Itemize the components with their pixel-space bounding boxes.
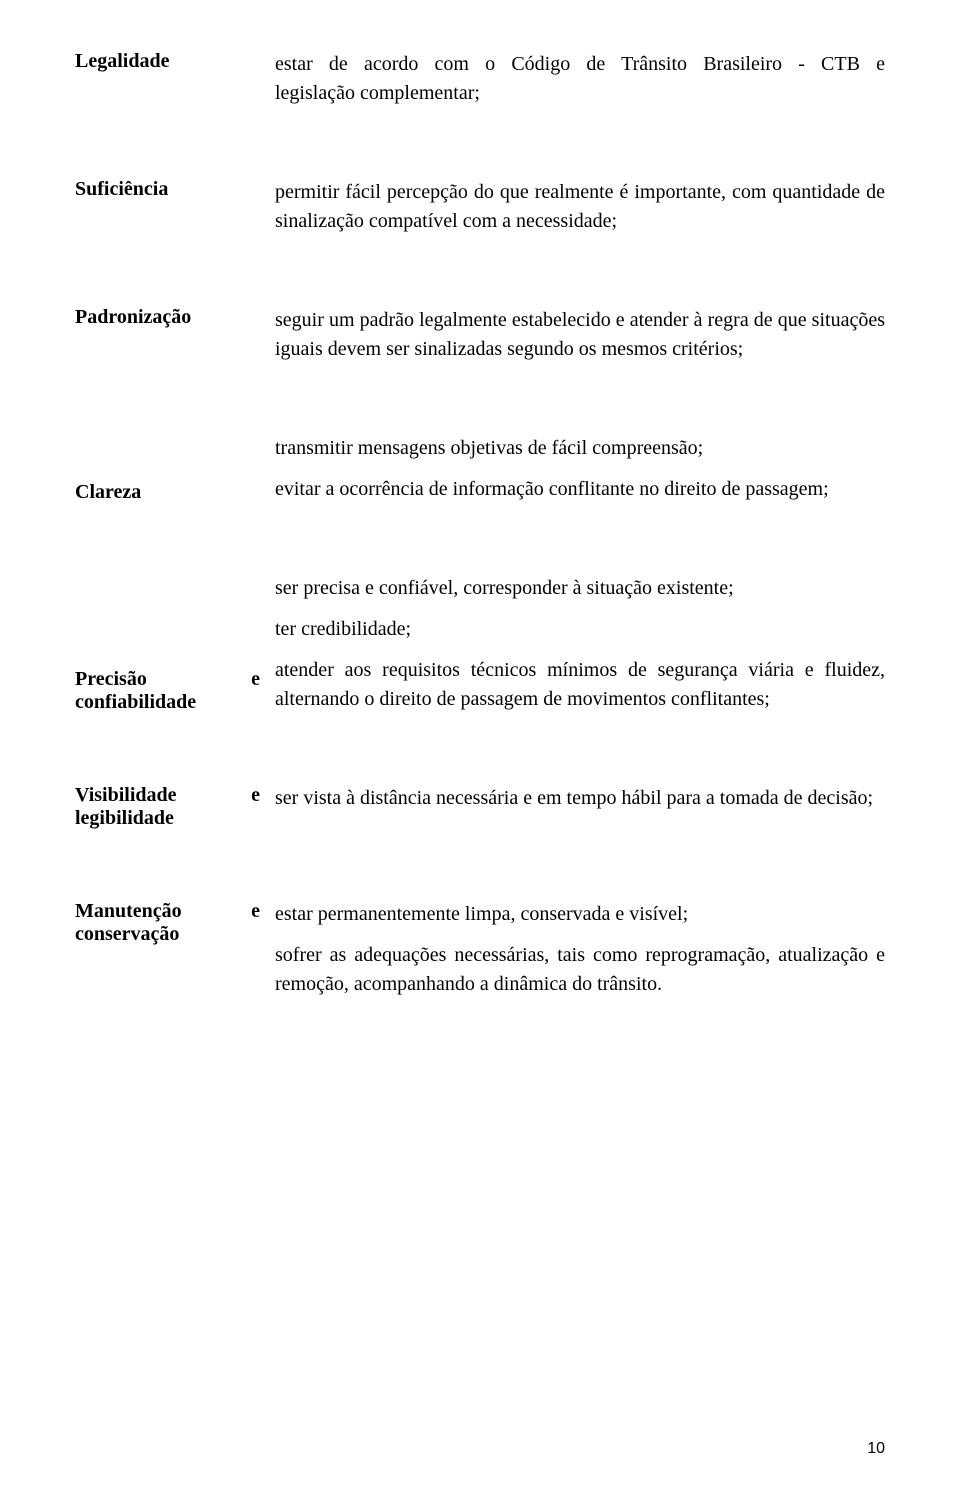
desc-precisao: ser precisa e confiável, corresponder à …	[275, 574, 885, 714]
section-manutencao: Manutençãoconservação e estar permanente…	[75, 900, 885, 999]
section-precisao: Precisãoconfiabilidade e ser precisa e c…	[75, 574, 885, 714]
label-connector: e	[243, 784, 260, 830]
section-clareza: Clareza transmitir mensagens objetivas d…	[75, 434, 885, 504]
label-legalidade: Legalidade	[75, 50, 275, 73]
paragraph: ser vista à distância necessária e em te…	[275, 784, 885, 813]
label-precisao: Precisãoconfiabilidade e	[75, 668, 275, 714]
paragraph: transmitir mensagens objetivas de fácil …	[275, 434, 885, 463]
label-text: Precisãoconfiabilidade	[75, 668, 243, 714]
label-text: Visibilidadelegibilidade	[75, 784, 243, 830]
paragraph: evitar a ocorrência de informação confli…	[275, 475, 885, 504]
section-visibilidade: Visibilidadelegibilidade e ser vista à d…	[75, 784, 885, 830]
desc-suficiencia: permitir fácil percepção do que realment…	[275, 178, 885, 236]
paragraph: seguir um padrão legalmente estabelecido…	[275, 306, 885, 364]
section-legalidade: Legalidade estar de acordo com o Código …	[75, 50, 885, 108]
label-manutencao: Manutençãoconservação e	[75, 900, 275, 946]
desc-visibilidade: ser vista à distância necessária e em te…	[275, 784, 885, 813]
desc-legalidade: estar de acordo com o Código de Trânsito…	[275, 50, 885, 108]
page-number: 10	[867, 1440, 885, 1458]
paragraph: ser precisa e confiável, corresponder à …	[275, 574, 885, 603]
label-text: Manutençãoconservação	[75, 900, 243, 946]
paragraph: ter credibilidade;	[275, 615, 885, 644]
label-text: Padronização	[75, 306, 260, 329]
paragraph: estar permanentemente limpa, conservada …	[275, 900, 885, 929]
label-clareza: Clareza	[75, 481, 275, 504]
desc-padronizacao: seguir um padrão legalmente estabelecido…	[275, 306, 885, 364]
section-suficiencia: Suficiência permitir fácil percepção do …	[75, 178, 885, 236]
label-connector: e	[243, 900, 260, 946]
label-text: Legalidade	[75, 50, 260, 73]
section-padronizacao: Padronização seguir um padrão legalmente…	[75, 306, 885, 364]
label-padronizacao: Padronização	[75, 306, 275, 329]
desc-manutencao: estar permanentemente limpa, conservada …	[275, 900, 885, 999]
desc-clareza: transmitir mensagens objetivas de fácil …	[275, 434, 885, 504]
paragraph: estar de acordo com o Código de Trânsito…	[275, 50, 885, 108]
paragraph: atender aos requisitos técnicos mínimos …	[275, 656, 885, 714]
paragraph: permitir fácil percepção do que realment…	[275, 178, 885, 236]
label-suficiencia: Suficiência	[75, 178, 275, 201]
paragraph: sofrer as adequações necessárias, tais c…	[275, 941, 885, 999]
label-text: Clareza	[75, 481, 260, 504]
label-visibilidade: Visibilidadelegibilidade e	[75, 784, 275, 830]
label-connector: e	[243, 668, 260, 714]
label-text: Suficiência	[75, 178, 260, 201]
